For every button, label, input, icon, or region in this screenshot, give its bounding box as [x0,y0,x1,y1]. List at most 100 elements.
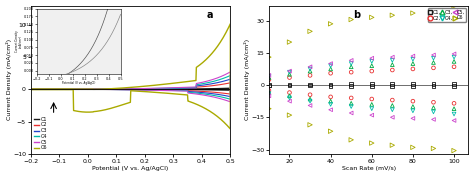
Point [265,94,273,97]
Point [286,84,293,87]
Point [368,64,375,67]
Text: b: b [353,10,360,20]
Point [306,98,314,100]
Point [450,107,458,110]
Point [327,22,335,25]
Point [347,84,355,87]
Point [347,59,355,62]
Point [265,74,273,77]
Point [265,89,273,92]
Point [265,84,273,87]
Point [265,76,273,79]
Point [286,76,293,79]
Point [409,117,417,120]
Point [306,83,314,86]
Point [430,61,438,64]
Point [430,54,438,56]
Point [368,16,375,19]
Point [327,100,335,103]
Point [306,67,314,70]
Point [286,96,293,99]
Point [389,85,396,87]
Point [389,144,396,147]
Point [306,123,314,126]
Point [286,70,293,73]
Point [368,114,375,116]
Point [450,85,458,88]
Point [368,60,375,63]
Point [368,70,375,73]
Point [450,56,458,59]
Point [368,107,375,110]
Point [327,95,335,98]
Point [265,107,273,110]
Point [327,108,335,111]
Point [430,147,438,150]
Point [450,53,458,55]
Point [347,138,355,141]
Point [389,56,396,59]
Point [347,71,355,74]
Point [409,62,417,65]
Point [430,110,438,113]
Point [265,75,273,78]
Point [286,73,293,76]
Point [286,91,293,94]
Point [409,109,417,112]
Point [306,70,314,73]
Point [347,62,355,65]
Y-axis label: Current Density (mA/cm²): Current Density (mA/cm²) [244,39,249,120]
Point [430,106,438,109]
Y-axis label: Current Density (mA/cm²): Current Density (mA/cm²) [6,39,11,120]
Point [450,102,458,105]
Point [347,102,355,105]
Point [327,83,335,86]
Point [327,130,335,133]
Point [450,60,458,63]
Point [389,83,396,85]
Point [347,105,355,108]
Point [368,84,375,87]
Point [327,62,335,65]
Point [306,84,314,87]
Point [265,56,273,59]
Text: a: a [206,10,213,20]
Point [430,118,438,121]
Point [389,104,396,107]
Point [409,67,417,70]
Point [265,92,273,95]
Point [286,41,293,44]
Point [450,119,458,122]
Point [409,100,417,103]
Point [265,78,273,81]
Point [327,72,335,75]
Point [347,112,355,114]
Point [409,82,417,85]
Point [347,65,355,68]
Point [389,14,396,17]
Point [368,103,375,106]
Point [409,105,417,108]
Point [409,146,417,149]
X-axis label: Potential (V vs. Ag/AgCl): Potential (V vs. Ag/AgCl) [92,166,169,172]
Point [347,96,355,99]
Point [430,82,438,85]
Point [450,113,458,115]
Point [347,83,355,86]
Point [389,99,396,101]
Point [306,100,314,103]
Point [430,101,438,104]
Point [306,93,314,96]
Point [286,83,293,86]
Point [389,63,396,66]
Point [368,142,375,144]
Legend: C1, C2, C3, C4, C5, C6: C1, C2, C3, C4, C5, C6 [33,116,48,151]
Point [450,149,458,152]
Point [368,83,375,86]
Point [368,98,375,100]
Legend: C1,, C2,, C3,, C4,, C5,, C6: C1,, C2,, C3,, C4,, C5,, C6 [428,8,466,22]
Point [327,103,335,106]
Point [430,66,438,69]
Point [450,7,458,10]
Point [306,65,314,68]
